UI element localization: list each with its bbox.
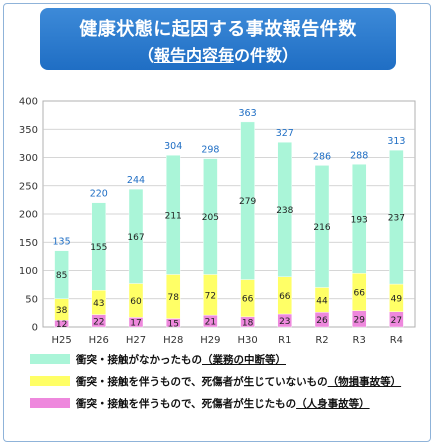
legend-emphasis-property-damage: （物損事故等） (327, 375, 402, 388)
legend-label-injury: 衝突・接触を伴うもので、死傷者が生じたもの（人身事故等） (76, 396, 370, 411)
data-label-property-damage: 66 (242, 295, 254, 305)
data-label-property-damage: 44 (316, 296, 328, 306)
x-tick-label: H27 (126, 335, 146, 346)
subtitle-suffix: の件数） (234, 46, 299, 65)
data-label-property-damage: 66 (279, 292, 291, 302)
subtitle-prefix: （ (137, 46, 154, 65)
data-label-injury: 18 (242, 318, 254, 328)
data-label-injury: 21 (205, 318, 216, 328)
legend-text-no-contact: 衝突・接触がなかったもの (76, 353, 202, 366)
legend-label-no-contact: 衝突・接触がなかったもの（業務の中断等） (76, 352, 286, 367)
data-label-no-contact: 216 (313, 223, 330, 233)
legend-item-no-contact: 衝突・接触がなかったもの（業務の中断等） (30, 350, 286, 368)
y-tick-label: 150 (19, 238, 38, 249)
total-label: 304 (164, 141, 182, 152)
data-label-no-contact: 238 (276, 206, 293, 216)
data-label-property-damage: 43 (93, 299, 104, 309)
data-label-property-damage: 72 (205, 291, 216, 301)
y-tick-label: 300 (19, 153, 38, 164)
total-label: 220 (90, 189, 108, 200)
x-tick-label: R2 (315, 335, 328, 346)
data-label-injury: 15 (167, 319, 178, 329)
total-label: 244 (127, 175, 145, 186)
x-tick-label: R1 (278, 335, 291, 346)
bar-segment-no-contact (91, 202, 107, 291)
bar-segment-no-contact (240, 121, 255, 280)
chart-subtitle: （報告内容毎の件数） (40, 42, 396, 66)
x-tick-label: R3 (353, 335, 366, 346)
bar-segment-no-contact (165, 155, 181, 275)
y-tick-label: 50 (25, 294, 38, 305)
y-tick-label: 200 (19, 210, 38, 221)
data-label-injury: 17 (130, 319, 141, 329)
data-label-property-damage: 49 (391, 294, 403, 304)
data-label-no-contact: 155 (90, 243, 107, 253)
x-tick-label: H30 (237, 335, 257, 346)
legend-item-property-damage: 衝突・接触を伴うもので、死傷者が生じていないもの（物損事故等） (30, 372, 401, 390)
data-label-property-damage: 60 (130, 297, 142, 307)
bar-segment-no-contact (314, 165, 330, 288)
total-label: 288 (350, 150, 368, 161)
bar-segment-no-contact (203, 158, 218, 275)
data-label-no-contact: 85 (56, 271, 67, 281)
total-label: 135 (53, 237, 71, 248)
bar-segment-no-contact (277, 142, 292, 277)
total-label: 313 (387, 136, 405, 147)
x-tick-label: R4 (390, 335, 403, 346)
data-label-no-contact: 167 (127, 233, 144, 243)
y-tick-label: 0 (32, 323, 38, 334)
x-tick-label: H29 (200, 335, 220, 346)
x-tick-label: H28 (163, 335, 183, 346)
chart-title-box: 健康状態に起因する事故報告件数 （報告内容毎の件数） (40, 8, 396, 70)
data-label-property-damage: 66 (353, 288, 365, 298)
data-label-no-contact: 211 (165, 211, 182, 221)
y-tick-label: 250 (19, 181, 38, 192)
bar-segment-no-contact (128, 188, 144, 284)
legend-label-property-damage: 衝突・接触を伴うもので、死傷者が生じていないもの（物損事故等） (76, 374, 401, 389)
data-label-property-damage: 78 (167, 293, 179, 303)
legend-text-property-damage: 衝突・接触を伴うもので、死傷者が生じていないもの (76, 375, 328, 388)
data-label-injury: 27 (391, 316, 402, 326)
legend-swatch-property-damage (30, 376, 70, 386)
legend-item-injury: 衝突・接触を伴うもので、死傷者が生じたもの（人身事故等） (30, 394, 370, 412)
total-label: 363 (239, 108, 257, 119)
total-label: 286 (313, 151, 331, 162)
data-label-no-contact: 193 (351, 215, 368, 225)
total-label: 298 (201, 145, 219, 156)
legend-swatch-no-contact (30, 354, 70, 364)
x-tick-label: H25 (51, 335, 71, 346)
data-label-injury: 22 (93, 317, 104, 327)
total-label: 327 (276, 128, 294, 139)
data-label-injury: 23 (279, 317, 290, 327)
y-tick-label: 400 (19, 97, 38, 108)
legend-text-injury: 衝突・接触を伴うもので、死傷者が生じたもの (76, 397, 297, 410)
data-label-injury: 26 (316, 316, 328, 326)
legend-swatch-injury (30, 398, 70, 408)
chart-title: 健康状態に起因する事故報告件数 (79, 19, 357, 40)
data-label-no-contact: 279 (239, 197, 256, 207)
bar-segment-no-contact (389, 149, 404, 285)
bar-segment-no-contact (54, 250, 69, 299)
y-tick-label: 100 (19, 266, 38, 277)
data-label-injury: 29 (353, 315, 365, 325)
y-tick-label: 350 (19, 125, 38, 136)
legend-emphasis-no-contact: （業務の中断等） (202, 353, 286, 366)
data-label-property-damage: 38 (56, 306, 68, 316)
legend-emphasis-injury: （人身事故等） (296, 397, 370, 410)
data-label-no-contact: 205 (202, 213, 219, 223)
x-tick-label: H26 (89, 335, 109, 346)
data-label-injury: 12 (56, 320, 67, 330)
data-label-no-contact: 237 (388, 214, 405, 224)
subtitle-emphasis: 報告内容毎 (153, 46, 234, 65)
bar-segment-no-contact (352, 164, 367, 274)
